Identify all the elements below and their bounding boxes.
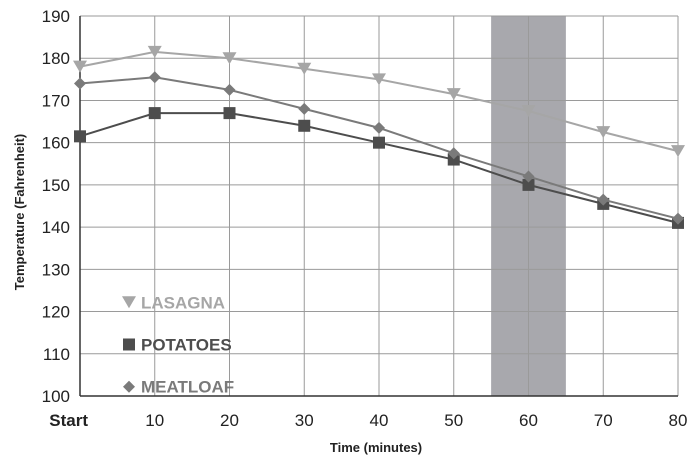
legend-marker-potatoes [123,338,135,351]
y-tick-label-110: 110 [43,345,70,364]
point-lasagna-60 [521,105,536,117]
y-tick-label-170: 170 [42,91,70,110]
axis-layer: 100 110 120 130 140 150 160 170 180 190 Start 10 20 3… [42,7,688,430]
point-meatloaf-20 [223,83,236,96]
point-lasagna-80 [671,145,685,158]
x-tick-label-Start: Start [49,411,88,430]
x-tick-label-30: 30 [295,411,314,430]
point-lasagna-Start [73,60,87,73]
x-tick-label-10: 10 [145,411,164,430]
series-potatoes [74,107,684,229]
series-layer [73,45,685,229]
legend-label-lasagna: LASAGNA [141,293,225,312]
x-tick-label-70: 70 [594,411,613,430]
y-tick-label-180: 180 [42,49,70,68]
x-tick-label-40: 40 [370,411,389,430]
point-lasagna-20 [222,52,237,65]
series-lasagna [73,45,685,158]
point-meatloaf-50 [447,147,460,160]
legend-marker-meatloaf [123,380,135,393]
point-potatoes-10 [148,107,161,120]
point-potatoes-20 [223,107,236,120]
x-tick-label-60: 60 [519,411,538,430]
point-meatloaf-10 [148,71,161,84]
point-potatoes-60 [522,178,535,191]
series-meatloaf [74,71,684,225]
point-meatloaf-80 [672,212,684,225]
legend-label-potatoes: POTATOES [141,335,232,354]
point-meatloaf-30 [298,102,311,115]
x-tick-label-80: 80 [669,411,688,430]
y-tick-label-120: 120 [42,303,70,322]
x-tick-label-20: 20 [220,411,239,430]
legend-label-meatloaf: MEATLOAF [141,378,234,397]
point-meatloaf-Start [74,77,86,90]
point-meatloaf-60 [522,170,535,183]
point-potatoes-Start [74,130,86,143]
y-tick-label-140: 140 [42,218,70,237]
point-lasagna-40 [372,73,386,86]
point-potatoes-40 [373,136,385,149]
legend: LASAGNA POTATOES MEATLOAF [122,293,234,397]
y-tick-label-150: 150 [42,176,70,195]
point-meatloaf-40 [373,121,385,134]
y-tick-label-190: 190 [42,7,70,26]
y-tick-label-130: 130 [42,260,70,279]
y-axis-label: Temperature (Fahrenheit) [12,134,27,291]
point-potatoes-50 [447,153,460,166]
x-tick-label-50: 50 [444,411,463,430]
point-potatoes-30 [298,119,311,132]
point-lasagna-10 [147,45,162,58]
y-tick-label-160: 160 [42,134,70,153]
y-tick-label-100: 100 [42,387,70,406]
point-lasagna-70 [596,126,611,139]
legend-marker-lasagna [122,296,136,309]
x-axis-label: Time (minutes) [330,440,422,455]
point-meatloaf-70 [597,193,610,206]
point-lasagna-30 [297,62,312,75]
point-lasagna-50 [446,88,461,101]
